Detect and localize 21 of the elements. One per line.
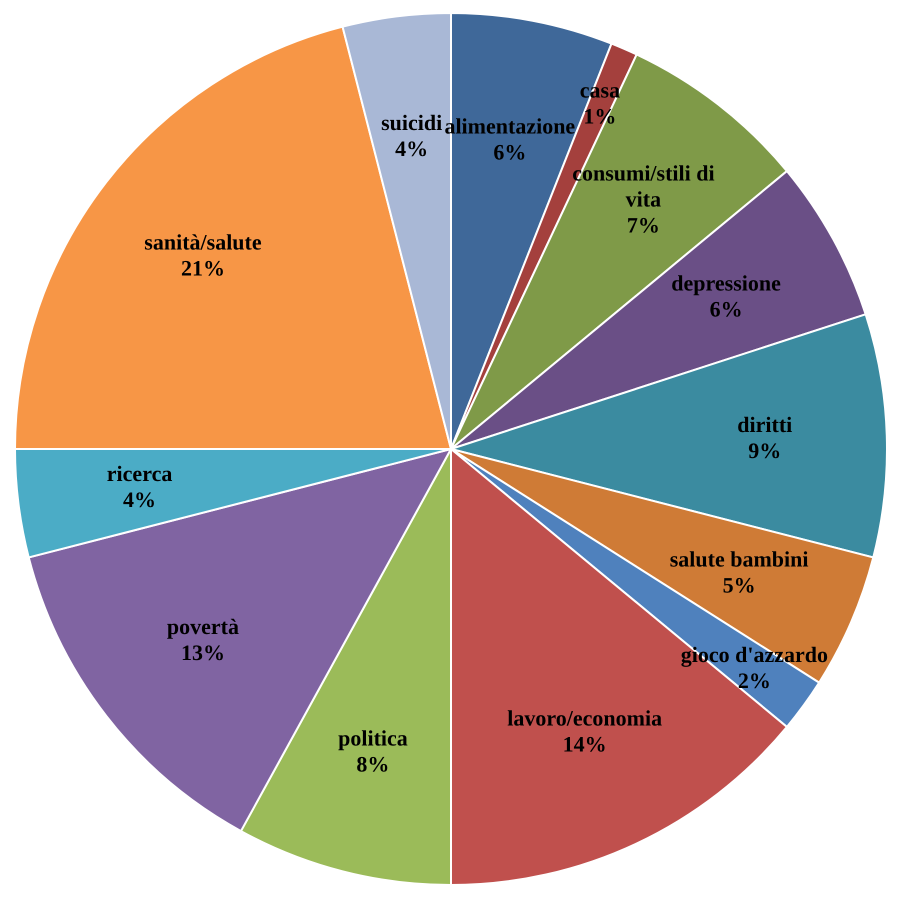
data-label: 2%	[738, 668, 771, 694]
data-label: 8%	[356, 752, 390, 777]
data-label: 14%	[562, 732, 607, 757]
slice-label: povertà	[166, 614, 239, 640]
slice-label: suicidi	[381, 110, 442, 136]
data-label: 7%	[626, 212, 660, 238]
data-label: 13%	[180, 640, 225, 666]
slice-label: depressione	[671, 270, 782, 296]
slice-label: lavoro/economia	[507, 706, 662, 731]
data-label: 6%	[710, 296, 743, 322]
data-label: 5%	[722, 572, 756, 598]
slice-label: politica	[338, 726, 408, 751]
slice-label: salute bambini	[670, 546, 808, 572]
data-label: 6%	[493, 139, 526, 164]
data-label: 21%	[180, 255, 225, 280]
data-label: 4%	[395, 136, 428, 162]
slice-label: sanità/salute	[144, 229, 262, 254]
data-label: 9%	[748, 438, 782, 463]
slice-label: diritti	[737, 412, 792, 437]
data-label: 4%	[123, 487, 156, 512]
slice-label: ricerca	[106, 461, 172, 486]
